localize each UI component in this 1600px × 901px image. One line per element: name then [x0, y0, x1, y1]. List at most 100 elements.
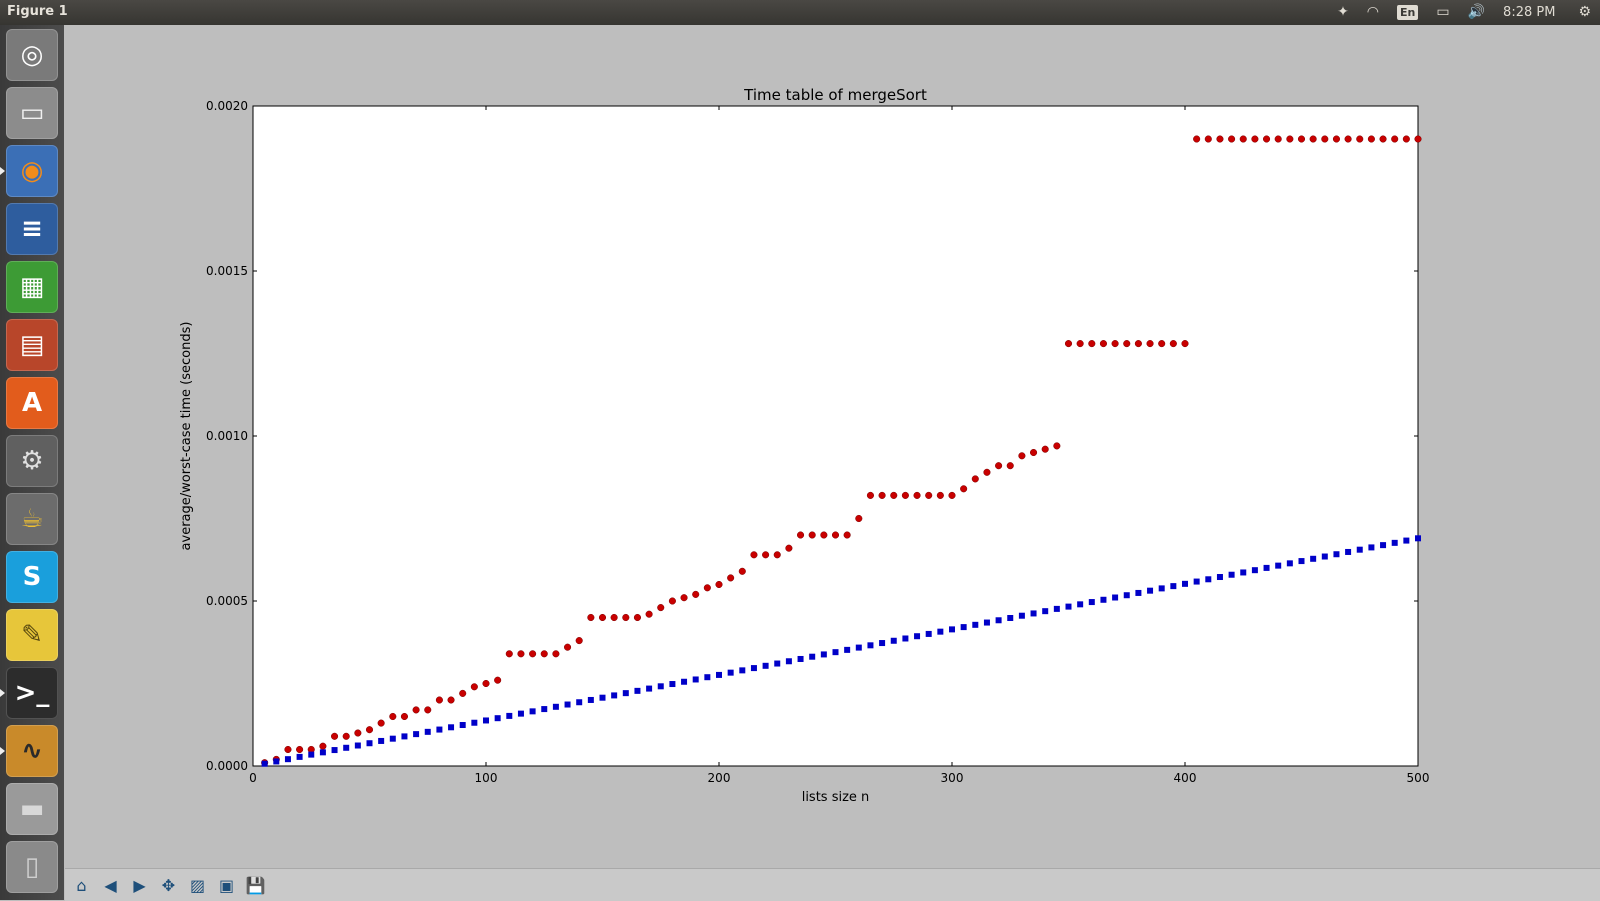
- blue-data-point: [1298, 558, 1305, 565]
- red-data-point: [948, 491, 956, 499]
- blue-data-point: [517, 710, 524, 717]
- files-icon[interactable]: ▭: [6, 87, 58, 139]
- red-data-point: [435, 696, 443, 704]
- tea-pot-icon[interactable]: ☕: [6, 493, 58, 545]
- red-data-point: [645, 610, 653, 618]
- red-data-point: [971, 475, 979, 483]
- blue-data-point: [1147, 587, 1154, 594]
- blue-data-point: [273, 758, 280, 765]
- blue-data-point: [657, 683, 664, 690]
- blue-data-point: [1321, 553, 1328, 560]
- top-panel: Figure 1 ✦ ◠ En ▭ 🔊 8:28 PM ⚙: [0, 0, 1600, 25]
- blue-data-point: [1415, 535, 1421, 542]
- red-data-point: [1228, 135, 1236, 143]
- red-data-point: [505, 650, 513, 658]
- blue-data-point: [844, 646, 851, 653]
- red-data-point: [564, 643, 572, 651]
- wifi-icon[interactable]: ◠: [1366, 4, 1380, 20]
- blue-data-point: [1205, 576, 1212, 583]
- blue-data-point: [401, 733, 408, 740]
- red-data-point: [715, 580, 723, 589]
- blue-data-point: [949, 626, 955, 633]
- x-tick-label: 0: [249, 771, 257, 785]
- red-data-point: [1286, 135, 1294, 143]
- impress-icon[interactable]: ▤: [6, 319, 58, 371]
- blue-data-point: [960, 624, 967, 631]
- blue-data-point: [983, 619, 990, 626]
- calc-icon[interactable]: ▦: [6, 261, 58, 313]
- ubuntu-dash-icon[interactable]: ◎: [6, 29, 58, 81]
- session-gear-icon[interactable]: ⚙: [1578, 4, 1591, 20]
- red-data-point: [855, 514, 863, 523]
- red-data-point: [808, 531, 816, 539]
- blue-data-point: [541, 706, 548, 713]
- skype-icon[interactable]: S: [6, 551, 58, 603]
- system-settings-icon[interactable]: ⚙: [6, 435, 58, 487]
- indicator-area: ✦ ◠ En ▭ 🔊 8:28 PM ⚙: [1328, 0, 1600, 25]
- writer-icon[interactable]: ≡: [6, 203, 58, 255]
- red-data-point: [331, 732, 339, 740]
- red-data-point: [1064, 340, 1073, 348]
- red-data-point: [936, 491, 944, 499]
- red-data-point: [296, 745, 304, 754]
- red-data-point: [1053, 442, 1061, 450]
- blue-data-point: [914, 633, 921, 640]
- red-data-point: [389, 712, 397, 721]
- x-tick-label: 200: [708, 771, 731, 785]
- red-data-point: [890, 491, 898, 499]
- blue-data-point: [785, 658, 792, 665]
- terminal-icon[interactable]: >_: [6, 667, 58, 719]
- red-data-point: [1041, 445, 1049, 453]
- blue-data-point: [937, 628, 944, 635]
- save-button[interactable]: 💾: [245, 876, 266, 895]
- firefox-icon[interactable]: ◉: [6, 145, 58, 197]
- blue-data-point: [1345, 548, 1352, 555]
- red-data-point: [470, 683, 478, 691]
- blue-data-point: [424, 728, 431, 735]
- blue-data-point: [1100, 596, 1107, 603]
- pan-button[interactable]: ✥: [161, 876, 176, 895]
- blue-data-point: [1112, 594, 1119, 601]
- red-data-point: [901, 491, 909, 499]
- keyboard-layout-indicator[interactable]: En: [1397, 5, 1419, 20]
- notes-icon[interactable]: ✎: [6, 609, 58, 661]
- trash-icon[interactable]: ▯: [6, 841, 58, 893]
- running-indicator: [0, 689, 5, 697]
- disk-icon[interactable]: ▬: [6, 783, 58, 835]
- blue-data-point: [890, 637, 897, 644]
- red-data-point: [1379, 135, 1387, 143]
- zoom-rect-button[interactable]: ▨: [189, 876, 206, 895]
- clock[interactable]: 8:28 PM: [1503, 5, 1556, 20]
- red-data-point: [342, 732, 350, 740]
- red-data-point: [762, 551, 770, 559]
- red-data-point: [668, 597, 676, 605]
- blue-data-point: [622, 690, 629, 697]
- red-data-point: [622, 613, 630, 622]
- blue-data-point: [762, 662, 769, 669]
- figure-window-icon[interactable]: ∿: [6, 725, 58, 777]
- forward-button[interactable]: ▶: [133, 876, 146, 895]
- back-button[interactable]: ◀: [104, 876, 117, 895]
- blue-data-point: [1088, 599, 1095, 606]
- blue-data-point: [1030, 610, 1037, 617]
- window-title: Figure 1: [7, 4, 68, 19]
- volume-icon[interactable]: 🔊: [1467, 4, 1486, 20]
- blue-data-point: [1042, 608, 1049, 615]
- dropbox-icon[interactable]: ✦: [1337, 4, 1349, 20]
- blue-data-point: [284, 756, 291, 763]
- blue-data-point: [1263, 564, 1270, 571]
- blue-data-point: [681, 678, 688, 685]
- red-data-point: [995, 462, 1003, 470]
- red-data-point: [319, 742, 327, 750]
- configure-subplots-button[interactable]: ▣: [218, 876, 235, 895]
- red-data-point: [750, 551, 758, 559]
- software-center-icon[interactable]: A: [6, 377, 58, 429]
- y-tick-label: 0.0000: [206, 759, 248, 773]
- navigation-toolbar: ⌂ ◀ ▶ ✥ ▨ ▣ 💾: [65, 868, 1600, 901]
- battery-icon[interactable]: ▭: [1436, 4, 1450, 20]
- home-button[interactable]: ⌂: [76, 876, 87, 895]
- red-data-point: [575, 637, 583, 645]
- blue-data-point: [1275, 562, 1282, 569]
- red-data-point: [1414, 135, 1422, 143]
- y-axis-label: average/worst-case time (seconds): [179, 322, 194, 551]
